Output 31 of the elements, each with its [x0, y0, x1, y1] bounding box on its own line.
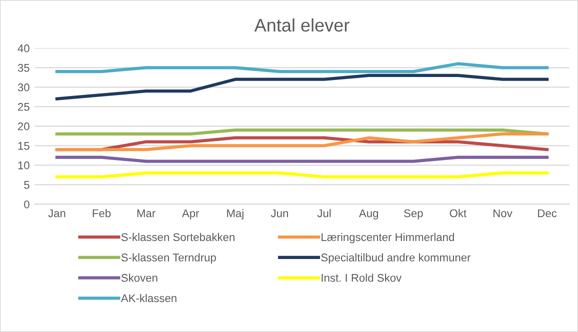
chart-title: Antal elever [254, 18, 350, 32]
y-tick-label: 5 [24, 181, 30, 189]
legend-label: Skoven [121, 274, 158, 282]
legend-label: AK-klassen [120, 294, 176, 302]
x-tick-label: Nov [494, 209, 512, 218]
x-tick-label: Apr [182, 209, 200, 220]
y-tick-label: 0 [24, 200, 30, 208]
y-tick-label: 30 [18, 83, 30, 92]
x-tick-label: Sep [404, 209, 423, 220]
x-tick-label: Okt [450, 209, 467, 218]
x-tick-label: Aug [358, 209, 378, 220]
y-tick-label: 40 [18, 44, 30, 52]
line-series [55, 132, 549, 152]
x-tick-label: Jul [317, 209, 331, 218]
legend-label: Læringscenter Himmerland [322, 232, 454, 244]
line-series [55, 74, 549, 100]
legend-label: S-klassen Sortebakken [121, 232, 234, 242]
legend-label: Inst. I Rold Skov [322, 274, 402, 282]
y-tick-label: 35 [18, 64, 30, 72]
x-tick-label: Dec [538, 209, 557, 218]
y-tick-label: 25 [18, 102, 30, 111]
y-tick-label: 15 [18, 142, 30, 150]
x-tick-label: Jun [270, 209, 288, 218]
y-tick-label: 10 [18, 161, 30, 170]
x-tick-label: Jan [48, 209, 66, 218]
x-tick-label: Feb [92, 209, 111, 218]
legend-label: Specialtilbud andre kommuner [321, 253, 471, 264]
legend-label: S-klassen Terndrup [121, 253, 216, 264]
x-tick-label: Mar [137, 209, 156, 218]
y-tick-label: 20 [18, 122, 30, 130]
x-tick-label: Maj [227, 209, 244, 220]
